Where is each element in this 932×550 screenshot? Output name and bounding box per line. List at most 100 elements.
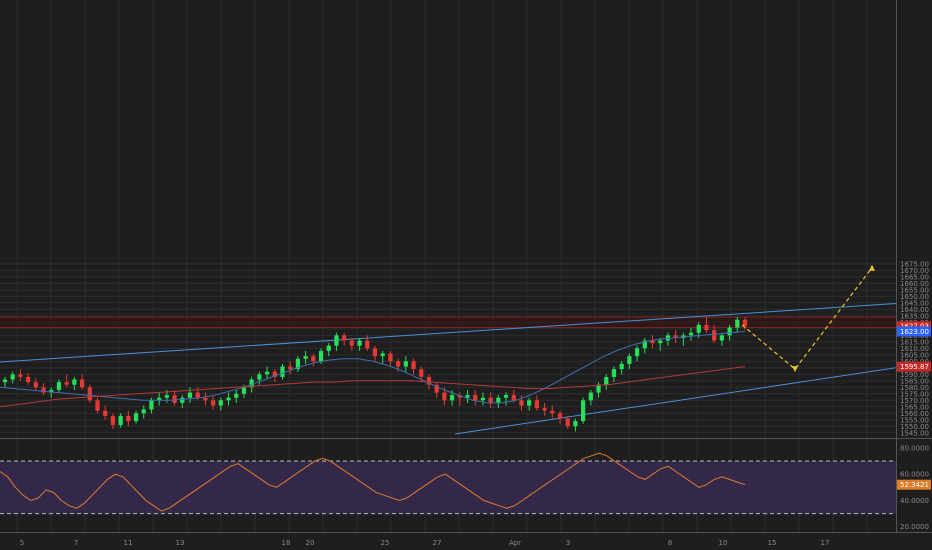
x-tick-label: 8 [668, 539, 672, 547]
candle-body [141, 409, 146, 414]
x-tick-label: 15 [768, 539, 777, 547]
y-tick-label: 1570.00 [900, 397, 929, 405]
candle-body [426, 376, 432, 385]
projection-arrow-down [792, 366, 798, 373]
y-tick-label: 1580.00 [900, 384, 929, 392]
oscillator-grid [0, 460, 896, 515]
candle-body [619, 363, 624, 370]
candle-body [326, 345, 331, 351]
candle-body [56, 382, 62, 390]
candle-body [573, 421, 578, 427]
candle-body [496, 397, 501, 403]
candle-body [157, 397, 162, 401]
candle-body [349, 340, 354, 346]
oscillator-line [0, 452, 746, 512]
candle-body [449, 395, 455, 401]
candle-body [604, 376, 609, 385]
y-tick-label: 1590.00 [900, 371, 929, 379]
candle-body [380, 353, 385, 357]
candle-body [87, 387, 92, 401]
candle-body [64, 382, 69, 385]
candle-body [79, 379, 85, 388]
candle-body [480, 397, 486, 401]
candle-body [704, 324, 709, 331]
x-tick-label: 11 [124, 539, 133, 547]
candle-body [696, 324, 701, 333]
candle-body [164, 395, 169, 398]
candle-body [180, 397, 185, 403]
y-tick-label: 1565.00 [900, 403, 929, 411]
x-tick-label: 18 [282, 539, 291, 547]
candle-body [650, 340, 655, 344]
candle-body [288, 366, 293, 370]
candle-body [457, 395, 462, 398]
candle-body [357, 340, 362, 346]
candle-body [634, 348, 640, 357]
candle-body [118, 415, 123, 426]
candle-body [33, 382, 38, 388]
candle-body [581, 400, 586, 422]
price-badge-label: 1595.87 [900, 363, 929, 371]
candle-body [688, 332, 694, 336]
x-tick-label: 27 [433, 539, 442, 547]
candle-body [26, 376, 31, 383]
candle-body [280, 366, 285, 377]
oscillator-y-tick-label: 80.0000 [900, 444, 929, 452]
y-tick-label: 1645.00 [900, 299, 929, 307]
candle-body [565, 418, 570, 427]
oscillator-value-label: 52.3421 [900, 481, 929, 489]
candle-body [172, 395, 177, 403]
price-panel [0, 264, 897, 435]
candle-body [642, 340, 647, 349]
candle-body [388, 353, 393, 362]
y-tick-label: 1675.00 [900, 260, 929, 268]
candle-body [727, 327, 732, 336]
oscillator-y-tick-label: 40.0000 [900, 497, 929, 505]
x-tick-label: 10 [719, 539, 728, 547]
candle-body [211, 400, 216, 406]
candle-body [473, 395, 478, 401]
projection-arrow-up [869, 264, 875, 271]
candle-body [588, 392, 593, 401]
oscillator-panel [0, 452, 746, 512]
y-tick-label: 1545.00 [900, 429, 929, 437]
candle-body [611, 369, 617, 377]
y-tick-label: 1660.00 [900, 280, 929, 288]
candle-body [596, 384, 601, 393]
price-badge [897, 326, 931, 337]
y-tick-label: 1615.00 [900, 338, 929, 346]
candle-body [419, 369, 424, 377]
projection-path [741, 267, 873, 370]
y-tick-label: 1640.00 [900, 306, 929, 314]
candle-body [241, 387, 247, 394]
y-tick-label: 1655.00 [900, 286, 929, 294]
candle-body [519, 400, 524, 406]
x-tick-label: 20 [306, 539, 315, 547]
candle-body [735, 319, 740, 328]
oscillator-y-tick-label: 60.0000 [900, 471, 929, 479]
candle-body [10, 374, 15, 380]
candle-body [203, 397, 208, 401]
y-tick-label: 1560.00 [900, 410, 929, 418]
candle-body [396, 361, 401, 367]
candle-body [303, 356, 308, 359]
candle-body [195, 392, 200, 398]
candle-body [434, 384, 439, 393]
candle-body [411, 361, 416, 370]
oscillator-band [0, 461, 896, 514]
candle-body [557, 413, 563, 419]
candle-body [249, 379, 254, 388]
candle-body [503, 395, 509, 398]
candle-body [126, 415, 131, 422]
candle-body [95, 400, 100, 411]
x-tick-label: 3 [566, 539, 570, 547]
candle-body [110, 415, 116, 426]
price-badge [897, 361, 931, 372]
candle-body [511, 395, 516, 401]
y-tick-label: 1575.00 [900, 390, 929, 398]
candle-body [742, 319, 748, 327]
